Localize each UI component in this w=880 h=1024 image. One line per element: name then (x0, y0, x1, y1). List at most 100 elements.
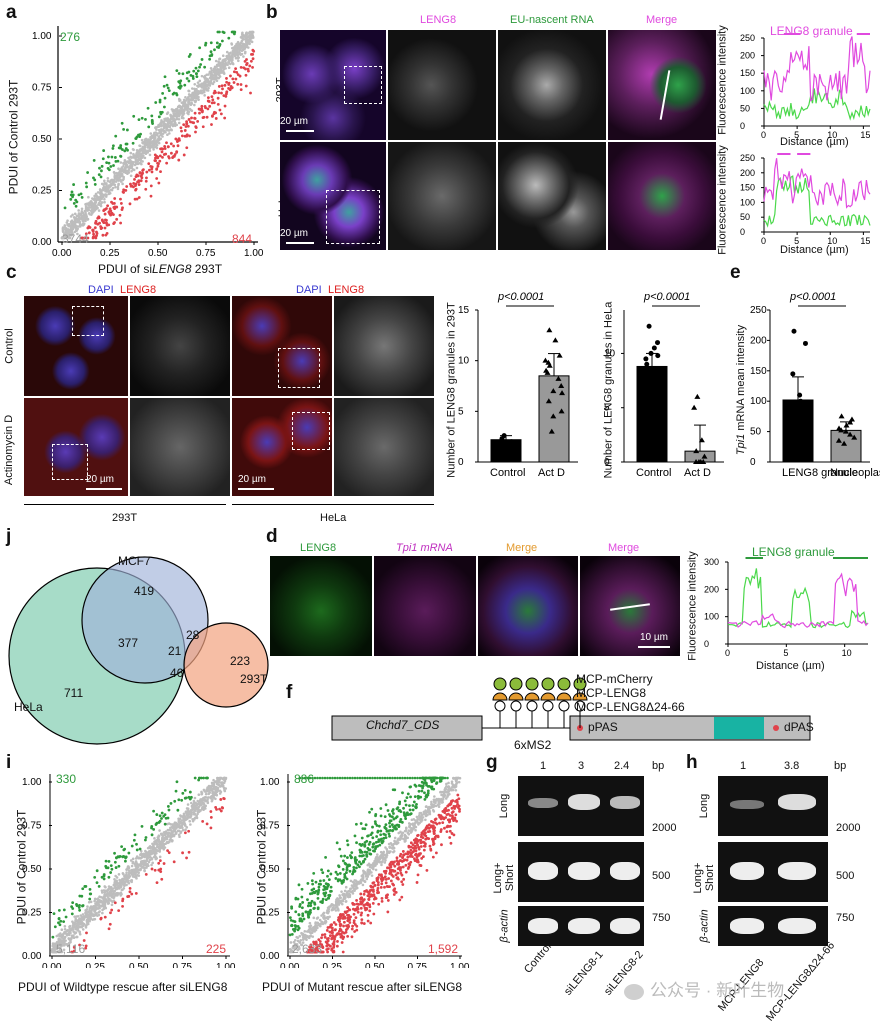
point-up (62, 920, 65, 923)
point-down (341, 941, 344, 944)
point-up (93, 876, 96, 879)
point-down (437, 835, 440, 838)
point-up (301, 888, 304, 891)
point-up (163, 85, 166, 88)
point-ns (223, 67, 226, 70)
point-ns (139, 156, 142, 159)
tick-label: p<0.0001 (789, 291, 836, 303)
micro-c-hela-ctrl-leng8 (334, 296, 434, 396)
point-down (125, 185, 128, 188)
point-up (75, 903, 78, 906)
point-ns (155, 141, 158, 144)
data-point (797, 393, 802, 398)
point-ns (300, 932, 303, 935)
point-up (135, 843, 138, 846)
point-ns (149, 852, 152, 855)
point-ns (184, 104, 187, 107)
point-up (337, 878, 340, 881)
point-down (324, 933, 327, 936)
panel-label-e: e (730, 262, 741, 284)
point-ns (172, 112, 175, 115)
point-ns (438, 803, 441, 806)
point-ns (104, 894, 107, 897)
point-ns (347, 896, 350, 899)
point-ns (116, 882, 119, 885)
point-up (293, 930, 296, 933)
point-up (362, 854, 365, 857)
point-ns (70, 937, 73, 940)
point-ns (58, 935, 61, 938)
point-ns (251, 41, 254, 44)
point-up (82, 904, 85, 907)
point-ns (370, 871, 373, 874)
point-ns (418, 814, 421, 817)
point-up (428, 785, 431, 788)
point-up (397, 825, 400, 828)
point-ns (234, 45, 237, 48)
bar (637, 366, 667, 462)
point-up (326, 875, 329, 878)
point-down (452, 816, 455, 819)
point-ns (169, 839, 172, 842)
point-down (251, 49, 254, 52)
point-ns (88, 901, 91, 904)
point-ns (120, 886, 123, 889)
micro-c-293t-actd-merge: 20 µm (24, 398, 128, 496)
point-ns (66, 219, 69, 222)
point-up (164, 823, 167, 826)
point-up (201, 58, 204, 61)
point-ns (77, 215, 80, 218)
point-ns (175, 822, 178, 825)
point-ns (356, 883, 359, 886)
point-ns (101, 201, 104, 204)
point-down (109, 923, 112, 926)
point-up (411, 804, 414, 807)
point-up (358, 860, 361, 863)
point-up (98, 885, 101, 888)
point-ns (91, 201, 94, 204)
point-ns (127, 157, 130, 160)
point-down (156, 881, 159, 884)
point-ns (130, 170, 133, 173)
point-ns (228, 66, 231, 69)
point-ns (200, 85, 203, 88)
point-ns (218, 72, 221, 75)
point-up (98, 173, 101, 176)
tick-label: 250 (750, 305, 767, 316)
point-ns (174, 124, 177, 127)
point-up (290, 907, 293, 910)
point-up (355, 862, 358, 865)
point-down (104, 219, 107, 222)
point-down (343, 932, 346, 935)
point-down (447, 809, 450, 812)
point-ns (374, 857, 377, 860)
mcp-protein (509, 693, 523, 700)
point-up (350, 851, 353, 854)
point-up (298, 883, 301, 886)
point-down (85, 931, 88, 934)
point-up (110, 864, 113, 867)
point-ns (111, 189, 114, 192)
point-ns (241, 46, 244, 49)
point-up (199, 63, 202, 66)
point-up (307, 904, 310, 907)
point-up (72, 183, 75, 186)
point-ns (138, 874, 141, 877)
point-up (111, 868, 114, 871)
point-down (130, 893, 133, 896)
point-up (65, 916, 68, 919)
point-up (160, 112, 163, 115)
point-up (167, 817, 170, 820)
point-ns (230, 55, 233, 58)
point-ns (180, 815, 183, 818)
tick-label: 0 (725, 648, 730, 658)
mcp-bead (526, 678, 538, 690)
point-ns (429, 813, 432, 816)
data-point (693, 448, 699, 453)
point-ns (123, 887, 126, 890)
point-ns (214, 68, 217, 71)
point-ns (445, 785, 448, 788)
point-ns (73, 936, 76, 939)
point-ns (209, 796, 212, 799)
point-ns (457, 777, 460, 780)
